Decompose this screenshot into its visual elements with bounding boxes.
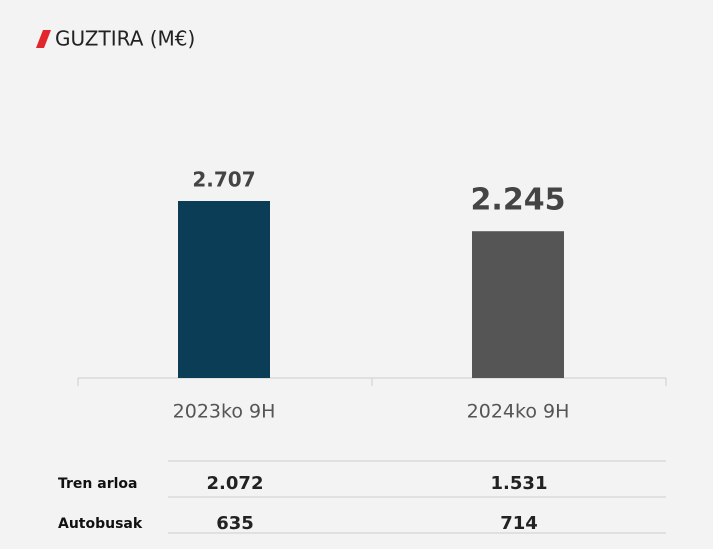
table-cell: 1.531	[491, 473, 548, 494]
row-label: Autobusak	[58, 516, 143, 532]
category-label: 2023ko 9H	[173, 401, 276, 423]
bar	[178, 201, 270, 378]
value-label: 2.245	[471, 183, 566, 218]
chart-title: GUZTIRA (M€)	[55, 27, 195, 51]
row-label: Tren arloa	[58, 476, 137, 492]
bar	[472, 231, 564, 378]
table-cell: 714	[500, 513, 538, 534]
value-label: 2.707	[192, 168, 255, 192]
category-label: 2024ko 9H	[467, 401, 570, 423]
table-cell: 2.072	[207, 473, 264, 494]
table-cell: 635	[216, 513, 254, 534]
title-slash	[36, 30, 51, 48]
